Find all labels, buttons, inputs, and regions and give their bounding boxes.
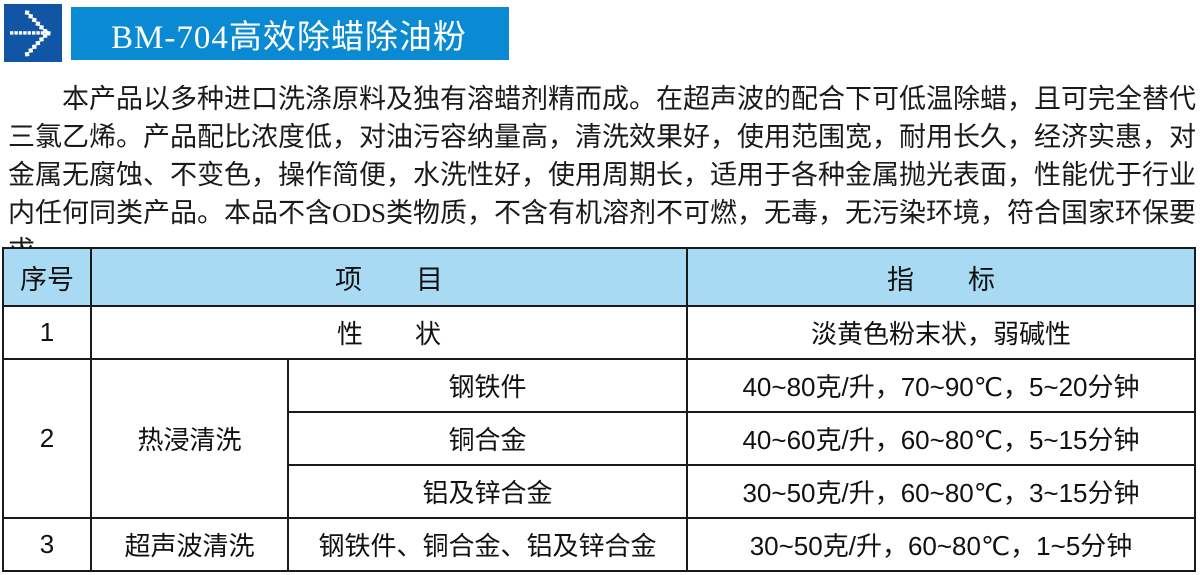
row-group: 超声波清洗 [90,517,289,572]
row-no: 3 [2,517,92,572]
row-no: 1 [2,305,92,360]
row-no: 2 [2,358,92,519]
table-row: 2 热浸清洗 钢铁件 40~80克/升，70~90℃，5~20分钟 [2,358,1196,519]
dotted-arrow-right-icon [4,4,62,62]
row-subitem: 钢铁件 [287,358,688,413]
table-header-row: 序号 项 目 指 标 [2,247,1196,307]
row-spec: 淡黄色粉末状，弱碱性 [686,305,1196,360]
page-title: BM-704高效除蜡除油粉 [111,19,467,56]
row-item: 性 状 [90,305,688,360]
row-subitem: 铜合金 [287,411,688,466]
row-spec: 30~50克/升，60~80℃，3~15分钟 [686,464,1196,519]
table-row: 铝及锌合金 30~50克/升，60~80℃，3~15分钟 [3,464,1196,519]
product-description: 本产品以多种进口洗涤原料及独有溶蜡剂精而成。在超声波的配合下可低温除蜡，且可完全… [8,84,1197,266]
row-spec: 40~60克/升，60~80℃，5~15分钟 [686,411,1196,466]
row-group: 热浸清洗 [90,358,289,519]
col-header-spec: 指 标 [686,247,1196,307]
spec-table: 序号 项 目 指 标 1 性 状 淡黄色粉末状，弱碱性 2 热浸清洗 钢铁件 4… [2,247,1196,572]
row-spec: 40~80克/升，70~90℃，5~20分钟 [686,358,1196,413]
table-row: 1 性 状 淡黄色粉末状，弱碱性 [2,305,1196,360]
row-subitem: 铝及锌合金 [287,464,688,519]
row-subitem: 钢铁件、铜合金、铝及锌合金 [287,517,688,572]
title-bar: BM-704高效除蜡除油粉 [71,7,509,60]
col-header-item: 项 目 [90,247,688,307]
table-row: 3 超声波清洗 钢铁件、铜合金、铝及锌合金 30~50克/升，60~80℃，1~… [2,517,1196,572]
table-row: 铜合金 40~60克/升，60~80℃，5~15分钟 [3,411,1196,466]
row-spec: 30~50克/升，60~80℃，1~5分钟 [686,517,1196,572]
col-header-no: 序号 [2,247,92,307]
